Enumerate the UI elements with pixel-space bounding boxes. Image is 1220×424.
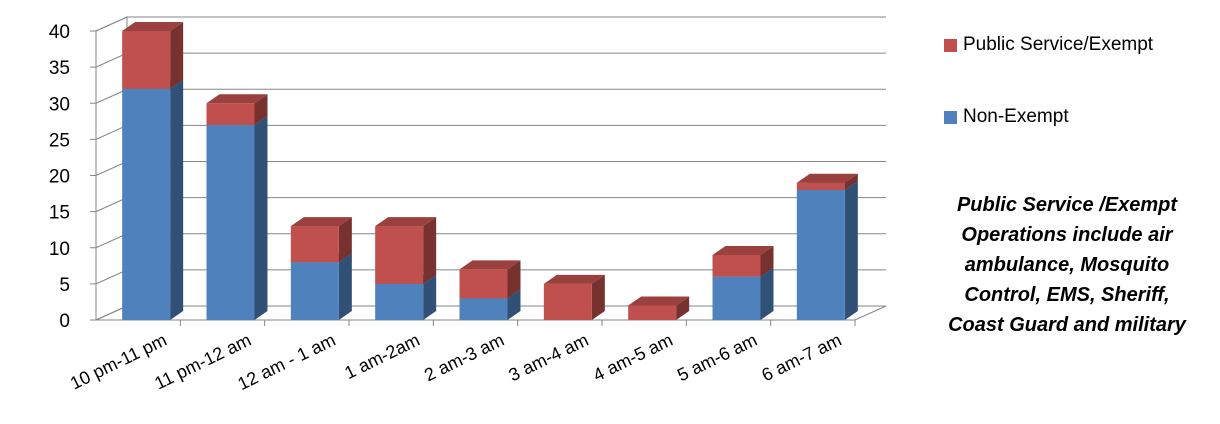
bar-segment xyxy=(122,31,171,89)
bars xyxy=(122,22,858,320)
legend-item-non-exempt: Non-Exempt xyxy=(944,106,1069,128)
x-tick-label: 3 am-4 am xyxy=(505,330,591,386)
bar-segment xyxy=(122,88,171,320)
x-tick-label: 2 am-3 am xyxy=(421,330,507,386)
bar-segment-top xyxy=(796,173,858,183)
bar-segment-side xyxy=(844,180,858,320)
x-tick-label: 4 am-5 am xyxy=(590,330,676,386)
bar-segment-top xyxy=(290,217,352,227)
x-tick-label: 1 am-2am xyxy=(341,330,423,383)
bar-segment-side xyxy=(170,79,184,320)
legend-item-public-service: Public Service/Exempt xyxy=(944,34,1153,56)
bar-segment xyxy=(459,298,508,320)
y-tick-labels: 0 5 10 15 20 25 30 35 40 xyxy=(49,22,70,332)
y-tick-label: 0 xyxy=(59,311,70,332)
y-tick-label: 35 xyxy=(49,58,70,79)
bar-segment-side xyxy=(507,289,521,320)
bar-segment xyxy=(796,189,845,320)
y-tick-label: 20 xyxy=(49,167,70,188)
y-tick-label: 25 xyxy=(49,130,70,151)
bar-segment xyxy=(796,182,845,190)
bar-segment-side xyxy=(844,173,858,190)
bar-segment-side xyxy=(591,274,605,320)
bar-segment xyxy=(206,103,255,125)
bar-segment-top xyxy=(206,94,268,104)
note-line: Operations include air xyxy=(961,224,1173,246)
bar-segment-top xyxy=(712,245,774,255)
bar-segment xyxy=(628,305,677,320)
note-line: Public Service /Exempt xyxy=(956,194,1178,216)
bar-segment-top xyxy=(459,260,521,270)
bar-segment xyxy=(459,269,508,299)
bar-segment-side xyxy=(170,22,184,89)
bar-segment xyxy=(206,124,255,320)
bar-segment xyxy=(543,283,592,320)
chart-note: Public Service /Exempt Operations includ… xyxy=(922,190,1212,340)
bar-segment-side xyxy=(676,296,690,320)
bar-segment-side xyxy=(254,94,268,125)
bar-segment-side xyxy=(254,115,268,320)
x-tick-label: 6 am-7 am xyxy=(758,330,844,386)
y-tick-label: 5 xyxy=(59,275,70,296)
bar-segment xyxy=(712,276,761,320)
y-tick-label: 40 xyxy=(49,22,70,43)
bar-segment-top xyxy=(628,296,690,306)
bar-segment-side xyxy=(338,253,352,320)
y-tick-label: 10 xyxy=(49,239,70,260)
legend-label-public-service: Public Service/Exempt xyxy=(963,34,1154,55)
bar-segment xyxy=(712,254,761,277)
legend-label-non-exempt: Non-Exempt xyxy=(963,106,1069,127)
legend-swatch-non-exempt xyxy=(944,110,957,124)
note-line: Coast Guard and military xyxy=(948,314,1186,336)
gridline xyxy=(95,16,886,32)
bar-segment xyxy=(290,226,339,263)
legend-swatch-public-service xyxy=(944,38,957,52)
bar-segment xyxy=(375,226,424,284)
bar-segment xyxy=(375,283,424,320)
bar-segment-side xyxy=(760,245,774,277)
bar-segment-top xyxy=(375,217,437,227)
y-tick-label: 15 xyxy=(49,203,70,224)
bar-segment-top xyxy=(122,22,184,31)
y-tick-label: 30 xyxy=(49,94,70,115)
note-line: Control, EMS, Sheriff, xyxy=(964,284,1170,306)
bar-segment-top xyxy=(543,274,605,284)
bar-segment-side xyxy=(507,260,521,299)
bar-segment-side xyxy=(423,217,437,284)
bar-segment-side xyxy=(423,274,437,320)
bar-segment xyxy=(290,262,339,320)
bar-segment-side xyxy=(338,217,352,263)
note-line: ambulance, Mosquito xyxy=(964,254,1170,276)
x-tick-label: 5 am-6 am xyxy=(674,330,760,386)
bar-segment-side xyxy=(760,267,774,320)
